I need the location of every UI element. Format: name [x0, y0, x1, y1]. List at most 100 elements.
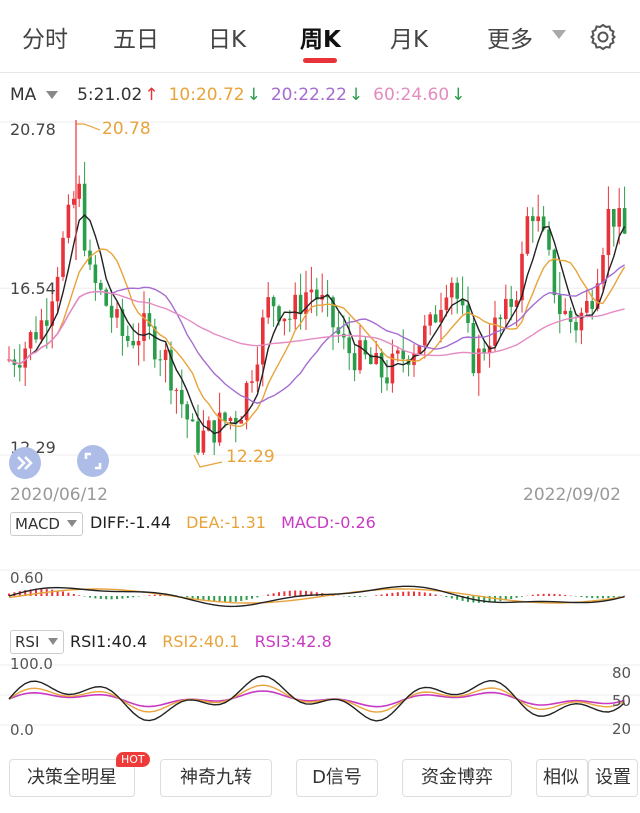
candle-body	[617, 208, 621, 227]
ma-label[interactable]: MA	[10, 85, 37, 105]
ma-legend: MA 5:21.02 ↑ 10:20.72 ↓ 20:22.22 ↓ 60:24.60 ↓	[10, 85, 485, 105]
candle-body	[28, 332, 33, 349]
candle-body	[266, 297, 270, 318]
rsi1-value: RSI1:40.4	[70, 632, 148, 651]
tab-weekly-k[interactable]: 周K	[300, 27, 341, 53]
candle-body	[433, 314, 438, 323]
settings-button[interactable]: 设置	[588, 759, 638, 797]
candle-body	[255, 364, 260, 382]
candle-body	[250, 381, 254, 383]
rsi-level-80: 80	[612, 664, 632, 682]
chevron-down-icon	[66, 520, 77, 527]
candle-body	[234, 417, 238, 424]
candle-body	[390, 353, 395, 384]
rsi-label: RSI	[15, 633, 40, 651]
candle-body	[590, 300, 594, 309]
period-tab-bar: 分时 五日 日K 周K 月K 更多	[0, 0, 640, 73]
candle-body	[55, 276, 60, 302]
candle-body	[293, 294, 297, 320]
magic-nine-button[interactable]: 神奇九转	[160, 759, 272, 797]
candle-body	[579, 312, 584, 331]
candle-body	[185, 404, 189, 420]
d-signal-button[interactable]: D信号	[296, 759, 378, 797]
candle-body	[66, 204, 71, 238]
candle-body	[439, 309, 443, 323]
capital-game-button[interactable]: 资金博弈	[402, 759, 512, 797]
candle-body	[190, 419, 195, 422]
candle-body	[471, 323, 476, 374]
macd-chart[interactable]	[0, 560, 640, 620]
rsi-level-20: 20	[612, 720, 632, 738]
chevron-down-icon[interactable]	[552, 30, 566, 39]
candle-body	[228, 417, 233, 422]
macd-indicator-select[interactable]: MACD	[10, 512, 83, 536]
candle-body	[412, 353, 416, 365]
min-price-annotation: 12.29	[226, 447, 275, 467]
candle-body	[77, 183, 81, 199]
candle-body	[99, 282, 103, 290]
rsi2-value: RSI2:40.1	[162, 632, 240, 651]
ma-dropdown-icon[interactable]	[45, 91, 58, 99]
candle-body	[158, 359, 162, 361]
candle-body	[531, 216, 535, 222]
gear-icon[interactable]	[588, 22, 618, 52]
tab-monthly-k[interactable]: 月K	[390, 27, 429, 53]
candle-body	[93, 264, 98, 283]
candle-body	[417, 345, 422, 354]
decision-allstar-button[interactable]: 决策全明星	[9, 759, 135, 797]
candle-body	[541, 216, 546, 230]
candle-body	[50, 301, 54, 326]
candle-body	[261, 317, 265, 365]
ma5-line	[8, 214, 626, 435]
candle-body	[61, 237, 65, 277]
candle-body	[374, 353, 378, 365]
candle-body	[320, 294, 324, 300]
candle-body	[477, 348, 481, 374]
candle-body	[131, 340, 135, 346]
tab-more[interactable]: 更多	[487, 27, 533, 53]
similar-button[interactable]: 相似	[536, 759, 588, 797]
candle-body	[153, 326, 157, 360]
candle-body	[601, 254, 605, 284]
tab-five-day[interactable]: 五日	[113, 27, 159, 53]
candle-body	[325, 294, 330, 298]
candle-body	[142, 313, 146, 341]
rsi2-line	[8, 684, 625, 713]
candle-body	[196, 421, 200, 453]
candle-body	[385, 377, 389, 384]
candle-body	[174, 389, 179, 391]
candle-body	[277, 306, 281, 322]
start-date: 2020/06/12	[10, 485, 108, 505]
candle-body	[423, 325, 427, 346]
candle-body	[23, 348, 27, 368]
candle-body	[82, 183, 87, 251]
expand-left-icon[interactable]	[9, 447, 41, 479]
candle-body	[466, 305, 470, 324]
candle-body	[574, 321, 578, 331]
candle-body	[212, 420, 216, 443]
arrow-up-icon: ↑	[144, 85, 159, 105]
rsi-indicator-select[interactable]: RSI	[10, 630, 65, 654]
rsi-chart[interactable]	[0, 655, 640, 735]
candle-body	[498, 317, 503, 320]
tab-daily-k[interactable]: 日K	[208, 27, 247, 53]
price-axis-high: 20.78	[10, 120, 56, 139]
arrow-down-icon: ↓	[246, 85, 261, 105]
similar-button-label: 相似	[543, 767, 579, 788]
candle-body	[244, 382, 249, 420]
rsi3-value: RSI3:42.8	[254, 632, 332, 651]
tab-intraday[interactable]: 分时	[22, 27, 68, 53]
candle-body	[487, 345, 492, 354]
candle-body	[169, 349, 173, 391]
fullscreen-icon[interactable]	[77, 445, 109, 477]
candlestick-chart[interactable]	[0, 110, 640, 480]
candle-body	[136, 340, 141, 346]
rsi-legend: RSI1:40.4 RSI2:40.1 RSI3:42.8	[70, 632, 342, 651]
candle-body	[115, 309, 119, 318]
candle-body	[147, 313, 152, 327]
candle-body	[369, 354, 373, 365]
candle-body	[460, 298, 465, 306]
candle-body	[201, 430, 206, 453]
candle-body	[455, 282, 459, 299]
ma-values: 5:21.02 ↑ 10:20.72 ↓ 20:22.22 ↓ 60:24.60 ↓	[77, 85, 475, 105]
